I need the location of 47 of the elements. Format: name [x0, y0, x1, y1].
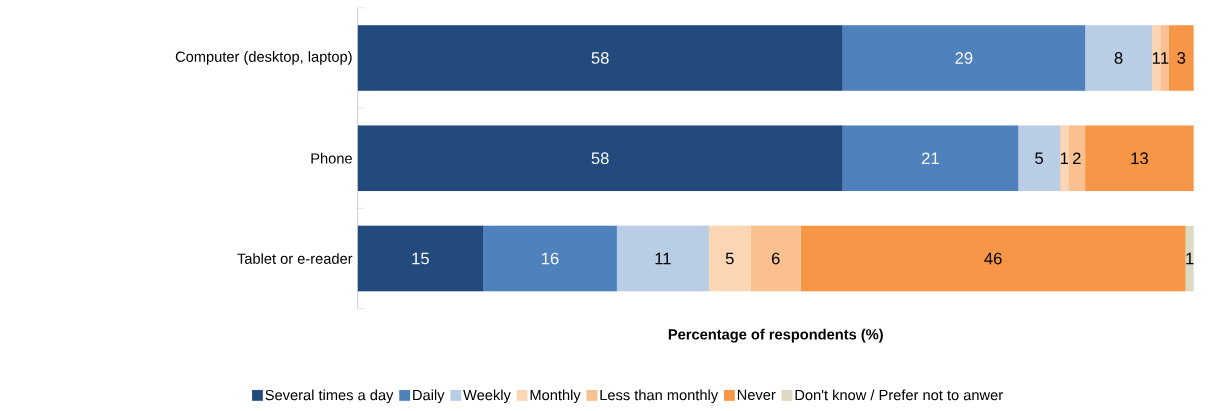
bar [708, 225, 751, 292]
data-label: 3 [1177, 51, 1186, 64]
data-label: 29 [955, 51, 973, 64]
data-label: 58 [591, 51, 609, 64]
bar [842, 125, 1019, 191]
bar [1151, 25, 1161, 91]
data-label: 1 [1186, 252, 1194, 265]
bar [800, 225, 1186, 292]
bar [357, 225, 484, 292]
bar [616, 225, 709, 292]
y-tick-label: Computer (desktop, laptop) [175, 51, 352, 65]
bar [1018, 125, 1061, 191]
legend-label: Never [737, 389, 776, 400]
bar [483, 225, 617, 292]
data-label: 8 [1114, 51, 1123, 64]
bar [357, 25, 843, 91]
bar [842, 25, 1086, 91]
data-label: 15 [412, 252, 429, 265]
data-label: 13 [1131, 152, 1148, 165]
data-label: 1 [1152, 52, 1160, 64]
bar [1085, 125, 1194, 191]
bar [1059, 125, 1069, 191]
bar [1085, 25, 1153, 91]
x-axis-title: Percentage of respondents (%) [668, 328, 883, 343]
data-label: 1 [1060, 152, 1069, 164]
bar [357, 125, 843, 191]
bar [750, 225, 801, 292]
data-label: 16 [542, 252, 559, 265]
y-tick-label: Phone [311, 152, 352, 164]
data-label: 6 [771, 252, 780, 265]
legend-label: Don't know / Prefer not to anwer [795, 389, 1003, 401]
data-label: 2 [1072, 152, 1081, 164]
legend-label: Weekly [463, 389, 511, 404]
data-label: 46 [984, 252, 1002, 265]
y-tick-label: Tablet or e-reader [237, 253, 353, 264]
legend-label: Several times a day [265, 389, 394, 404]
legend-label: Less than monthly [600, 389, 719, 404]
bar [1168, 25, 1194, 91]
data-label: 5 [725, 252, 734, 265]
data-label: 11 [655, 252, 671, 265]
bar [1068, 125, 1086, 191]
legend-label: Monthly [530, 389, 581, 404]
legend-label: Daily [413, 389, 445, 404]
data-label: 21 [922, 152, 939, 164]
data-label: 58 [591, 152, 609, 165]
data-label: 5 [1035, 152, 1044, 164]
data-label: 1 [1161, 52, 1169, 64]
